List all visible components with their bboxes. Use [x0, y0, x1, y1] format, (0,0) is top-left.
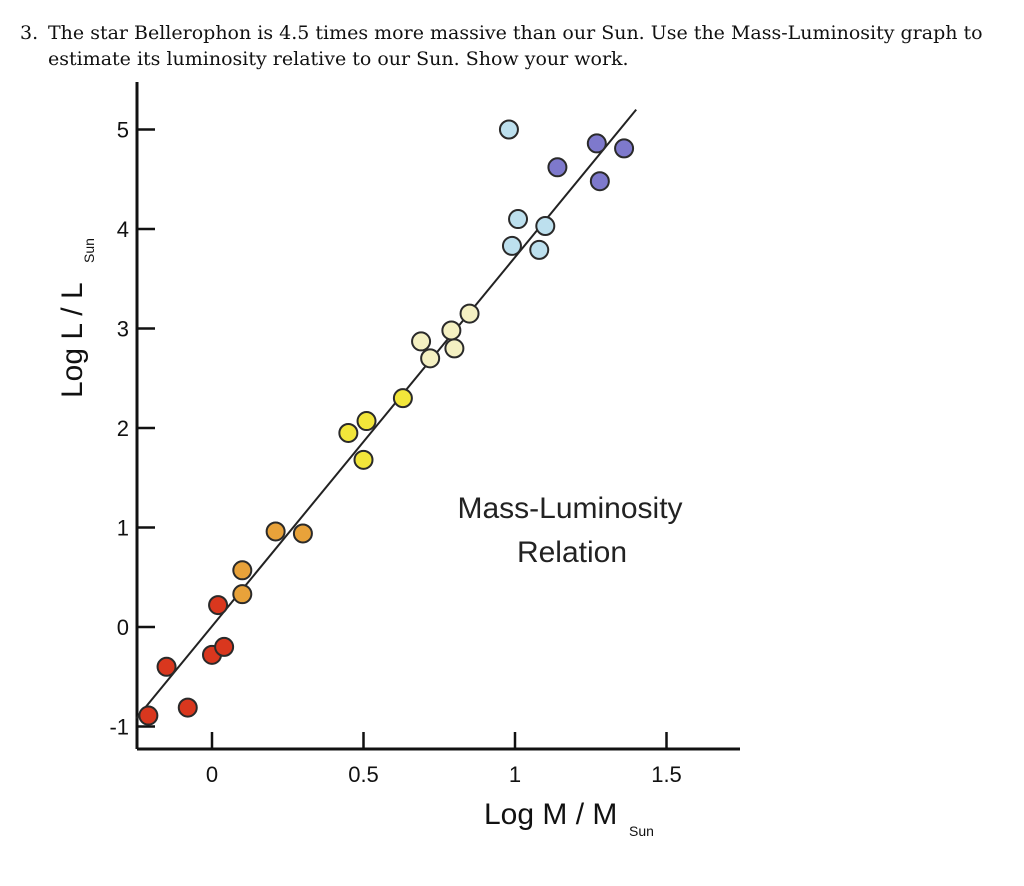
annotation-line-1: Mass-Luminosity — [457, 492, 682, 525]
data-point — [459, 303, 480, 324]
data-point — [501, 235, 522, 256]
data-point — [232, 584, 253, 605]
x-tick-label: 1 — [509, 762, 521, 787]
data-point — [338, 422, 359, 443]
y-tick-label: 4 — [117, 217, 129, 242]
y-tick-label: 0 — [117, 615, 129, 640]
x-tick-label: 1.5 — [651, 762, 682, 787]
data-point — [177, 697, 198, 718]
data-point — [508, 209, 529, 230]
x-tick-label: 0 — [206, 762, 218, 787]
data-point — [586, 133, 607, 154]
y-tick-label: -1 — [109, 715, 129, 740]
data-point — [265, 521, 286, 542]
data-point — [411, 331, 432, 352]
data-point — [138, 705, 159, 726]
data-points — [138, 119, 635, 726]
data-point — [356, 411, 377, 432]
question: 3. The star Bellerophon is 4.5 times mor… — [20, 20, 1010, 72]
x-axis-label-sub: Sun — [629, 823, 654, 839]
y-axis-label: Log L / L Sun — [56, 238, 97, 398]
data-point — [420, 348, 441, 369]
fit-line — [135, 108, 637, 720]
x-tick-label: 0.5 — [348, 762, 379, 787]
data-point — [535, 216, 556, 237]
data-point — [547, 157, 568, 178]
y-tick-label: 3 — [117, 317, 129, 342]
axes — [135, 82, 740, 751]
data-point — [353, 449, 374, 470]
data-point — [292, 523, 313, 544]
y-tick-label: 1 — [117, 516, 129, 541]
data-point — [444, 338, 465, 359]
y-axis-label-sub: Sun — [81, 238, 97, 263]
data-point — [441, 320, 462, 341]
data-point — [498, 119, 519, 140]
question-text: The star Bellerophon is 4.5 times more m… — [48, 22, 983, 70]
data-point — [208, 595, 229, 616]
x-axis-label-main: Log M / M — [484, 798, 617, 831]
question-number: 3. — [20, 22, 39, 44]
y-tick-label: 5 — [117, 118, 129, 143]
data-point — [589, 171, 610, 192]
data-point — [156, 656, 177, 677]
data-point — [529, 239, 550, 260]
x-axis-label: Log M / M Sun — [484, 798, 654, 839]
data-point — [392, 388, 413, 409]
ticks: -1 0 1 2 3 4 5 0 0.5 1 1.5 — [109, 118, 681, 788]
data-point — [614, 138, 635, 159]
data-point — [232, 560, 253, 581]
annotation-line-2: Relation — [517, 536, 627, 569]
data-point — [214, 636, 235, 657]
y-axis-label-main: Log L / L — [56, 282, 89, 398]
y-tick-label: 2 — [117, 416, 129, 441]
